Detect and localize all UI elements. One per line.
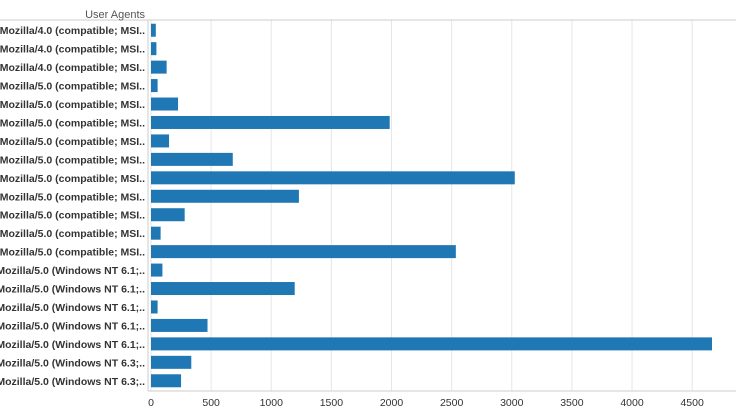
- bar: [151, 134, 170, 148]
- x-tick-label: 0: [148, 397, 154, 409]
- x-tick-label: 3000: [500, 397, 524, 409]
- category-label: Mozilla/5.0 (compatible; MSI..: [0, 191, 145, 203]
- category-label: Mozilla/5.0 (Windows NT 6.1;..: [0, 302, 145, 314]
- x-axis-ticks: 0 500 1000 1500 2000 2500 3000 3500 4000 4500: [148, 397, 704, 409]
- category-labels: Mozilla/4.0 (compatible; MSI.. Mozilla/4.…: [0, 25, 145, 388]
- category-label: Mozilla/5.0 (compatible; MSI..: [0, 99, 145, 111]
- bar: [151, 282, 295, 296]
- bar: [151, 355, 192, 369]
- category-label: Mozilla/5.0 (compatible; MSI..: [0, 81, 145, 93]
- x-tick-label: 2000: [380, 397, 404, 409]
- bar: [151, 42, 157, 56]
- bar: [151, 171, 515, 185]
- bar: [151, 208, 185, 222]
- category-label: Mozilla/5.0 (compatible; MSI..: [0, 247, 145, 259]
- category-header: User Agents: [85, 9, 145, 21]
- bar: [151, 79, 158, 93]
- category-label: Mozilla/4.0 (compatible; MSI..: [0, 25, 145, 37]
- bar: [151, 374, 182, 388]
- plot-frame: [0, 19, 736, 392]
- bar: [151, 245, 456, 259]
- bar: [151, 97, 179, 111]
- category-label: Mozilla/5.0 (Windows NT 6.1;..: [0, 265, 145, 277]
- category-label: Mozilla/4.0 (compatible; MSI..: [0, 62, 145, 74]
- category-label: Mozilla/5.0 (compatible; MSI..: [0, 173, 145, 185]
- bar: [151, 226, 161, 240]
- bar: [151, 318, 208, 332]
- category-label: Mozilla/5.0 (compatible; MSI..: [0, 154, 145, 166]
- category-label: Mozilla/5.0 (Windows NT 6.3;..: [0, 357, 145, 369]
- bar: [151, 300, 158, 314]
- bars: [151, 23, 712, 388]
- x-tick-label: 3500: [560, 397, 584, 409]
- bar: [151, 152, 233, 166]
- category-label: Mozilla/5.0 (Windows NT 6.1;..: [0, 284, 145, 296]
- x-tick-label: 4000: [620, 397, 644, 409]
- category-label: Mozilla/4.0 (compatible; MSI..: [0, 44, 145, 56]
- category-label: Mozilla/5.0 (compatible; MSI..: [0, 228, 145, 240]
- grid: [150, 20, 693, 391]
- category-label: Mozilla/5.0 (compatible; MSI..: [0, 210, 145, 222]
- x-tick-label: 500: [202, 397, 220, 409]
- x-tick-label: 2500: [440, 397, 464, 409]
- x-tick-label: 1000: [260, 397, 284, 409]
- x-tick-label: 1500: [320, 397, 344, 409]
- bar: [151, 189, 299, 203]
- category-label: Mozilla/5.0 (compatible; MSI..: [0, 136, 145, 148]
- bar: [151, 337, 712, 351]
- category-label: Mozilla/5.0 (Windows NT 6.3;..: [0, 376, 145, 388]
- bar: [151, 263, 163, 277]
- bar: [151, 115, 390, 129]
- category-label: Mozilla/5.0 (compatible; MSI..: [0, 117, 145, 129]
- category-label: Mozilla/5.0 (Windows NT 6.1;..: [0, 339, 145, 351]
- x-tick-label: 4500: [680, 397, 704, 409]
- bar: [151, 23, 156, 37]
- bar: [151, 60, 167, 74]
- category-label: Mozilla/5.0 (Windows NT 6.1;..: [0, 320, 145, 332]
